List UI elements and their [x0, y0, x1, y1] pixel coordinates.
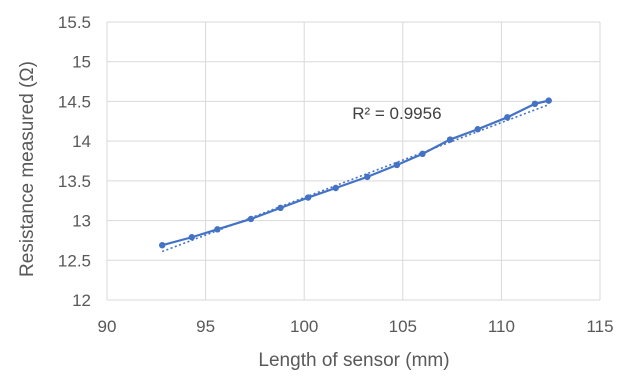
- y-tick-label: 12.5: [58, 251, 91, 270]
- y-axis-title: Resistance measured (Ω): [17, 61, 38, 277]
- data-point: [364, 173, 371, 181]
- data-point: [159, 241, 166, 249]
- data-point: [393, 161, 401, 169]
- data-point: [332, 184, 339, 192]
- data-point: [504, 114, 511, 121]
- data-point: [304, 194, 312, 201]
- tick-labels: 90 95 100 105 110 115 12 12.5 13 13.5 14 14.5 15 15.5: [58, 13, 614, 336]
- y-tick-label: 13.5: [58, 172, 91, 191]
- y-tick-label: 13: [72, 212, 91, 231]
- data-point: [214, 226, 221, 233]
- data-point: [277, 204, 284, 212]
- x-tick-label: 95: [196, 317, 215, 336]
- data-point: [419, 150, 426, 158]
- y-tick-label: 15: [72, 53, 91, 72]
- x-tick-label: 90: [98, 317, 117, 336]
- series-layer: [159, 97, 552, 249]
- annotations: R² = 0.9956: [352, 104, 441, 123]
- y-tick-label: 14.5: [58, 92, 91, 111]
- gridlines: [106, 21, 601, 301]
- data-point: [247, 215, 255, 223]
- x-tick-label: 105: [389, 317, 417, 336]
- y-tick-label: 14: [72, 132, 91, 151]
- y-tick-label: 15.5: [58, 13, 91, 32]
- data-point: [531, 100, 539, 108]
- x-tick-label: 100: [290, 317, 318, 336]
- data-point: [446, 136, 454, 143]
- x-axis-title: Length of sensor (mm): [258, 350, 449, 371]
- data-point: [545, 97, 552, 104]
- data-point: [474, 126, 481, 133]
- r-squared-label: R² = 0.9956: [352, 104, 441, 123]
- y-tick-label: 12: [72, 291, 91, 310]
- x-tick-label: 115: [586, 317, 613, 336]
- data-point: [188, 234, 195, 241]
- x-tick-label: 110: [488, 317, 515, 336]
